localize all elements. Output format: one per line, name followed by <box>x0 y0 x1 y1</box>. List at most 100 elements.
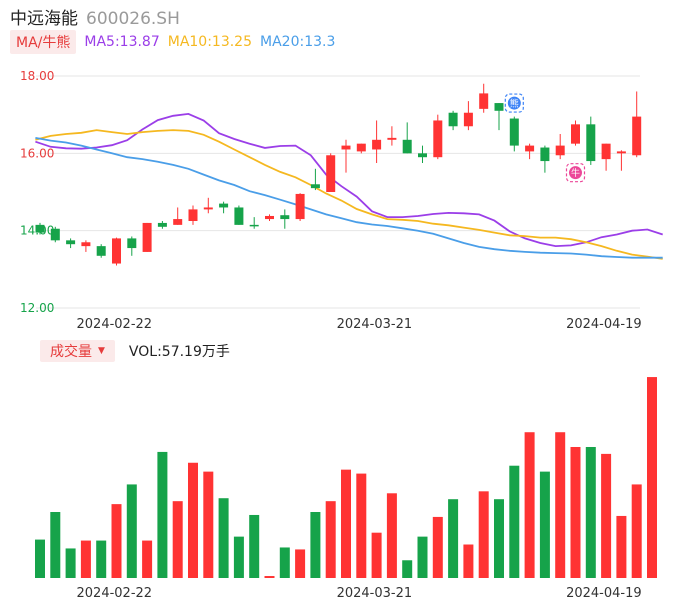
ma5-label: MA5:13.87 <box>84 34 160 50</box>
candle-body <box>157 222 167 227</box>
volume-bar <box>509 465 520 578</box>
volume-bar <box>142 540 153 578</box>
candle-body <box>310 184 320 189</box>
volume-bar <box>616 515 627 578</box>
volume-bar <box>647 377 657 578</box>
bull-marker-icon <box>569 166 582 180</box>
ma-indicator-tab[interactable]: MA/牛熊 <box>10 30 77 54</box>
ma20-line <box>35 137 663 259</box>
candle-body <box>295 193 305 220</box>
volume-bar <box>402 560 413 578</box>
ma5-line <box>35 112 663 248</box>
stock-code: 600026.SH <box>86 9 180 29</box>
candle-body <box>418 153 427 158</box>
volume-bar <box>157 451 168 578</box>
candle-body <box>50 228 60 241</box>
volume-bar <box>524 432 535 578</box>
candle-body <box>96 246 106 256</box>
candle-body <box>265 215 274 220</box>
bear-marker-icon <box>507 96 521 110</box>
volume-bar <box>96 540 107 578</box>
date-tick-label: 2024-04-19 <box>566 586 642 601</box>
stock-name: 中远海能 <box>10 9 78 29</box>
candle-body <box>601 143 611 160</box>
volume-bar <box>417 536 428 578</box>
volume-tab-label: 成交量 <box>50 344 92 360</box>
candle-body <box>81 242 91 247</box>
candle-body <box>402 139 412 154</box>
volume-bar <box>601 453 612 578</box>
volume-bar <box>585 446 596 578</box>
date-tick-label: 2024-02-22 <box>77 317 153 332</box>
caret-down-icon: ▼ <box>98 346 105 356</box>
candle-body <box>616 151 626 154</box>
candle-body <box>463 112 473 127</box>
volume-bar <box>65 548 76 578</box>
candle-body <box>586 124 596 162</box>
volume-bar <box>126 484 137 578</box>
candle-body <box>341 145 351 150</box>
candle-body <box>280 215 290 220</box>
volume-bar <box>341 469 351 578</box>
bull-marker-frame <box>565 163 586 183</box>
volume-bar <box>218 498 229 578</box>
volume-bar <box>494 499 504 578</box>
volume-bar <box>478 491 489 578</box>
volume-bar <box>264 576 275 578</box>
volume-bar <box>570 446 581 578</box>
candle-body <box>112 238 121 264</box>
candle-body <box>35 224 45 233</box>
price-tick-label: 12.00 <box>20 301 54 315</box>
volume-bar <box>172 501 183 578</box>
volume-bar <box>111 504 122 578</box>
candle-body <box>219 203 229 208</box>
date-tick-label: 2024-04-19 <box>566 317 642 332</box>
volume-bar <box>188 462 198 578</box>
stock-header: 中远海能 600026.SH <box>10 4 180 29</box>
volume-bar <box>35 539 45 578</box>
volume-bar <box>295 549 306 578</box>
candle-body <box>525 145 535 152</box>
candle-body <box>203 207 213 210</box>
date-tick-label: 2024-02-22 <box>77 586 153 601</box>
candle-body <box>571 124 580 144</box>
candle-body <box>127 238 137 249</box>
price-tick-label: 16.00 <box>20 146 54 160</box>
candle-body <box>479 93 489 109</box>
volume-indicator-tab[interactable]: 成交量 ▼ <box>40 340 115 362</box>
candle-body <box>494 103 504 111</box>
date-tick-label: 2024-03-21 <box>337 317 413 332</box>
volume-legend: 成交量 ▼ VOL:57.19万手 <box>40 340 230 362</box>
bear-marker-frame <box>504 93 524 113</box>
ma-legend: MA/牛熊 MA5:13.87 MA10:13.25 MA20:13.3 <box>10 30 335 54</box>
volume-bar <box>539 471 550 578</box>
candle-body <box>234 207 244 225</box>
candle-body <box>249 224 259 227</box>
candle-body <box>326 155 336 192</box>
volume-bar <box>463 544 474 578</box>
candle-body <box>540 147 550 162</box>
candle-body <box>555 145 565 156</box>
candle-body <box>142 222 152 252</box>
candle-body <box>509 118 519 146</box>
volume-bar <box>448 499 459 578</box>
price-tick-label: 18.00 <box>20 69 54 83</box>
candle-body <box>66 240 76 245</box>
volume-bar <box>203 471 214 578</box>
candle-body <box>372 139 382 150</box>
volume-bar <box>325 501 336 578</box>
ma10-label: MA10:13.25 <box>167 34 253 50</box>
candle-body <box>632 116 642 156</box>
candle-body <box>387 137 397 140</box>
candle-body <box>173 219 183 225</box>
candle-body <box>433 120 443 158</box>
volume-bar <box>279 547 290 578</box>
candle-body <box>356 143 366 152</box>
volume-bar <box>80 540 91 578</box>
volume-bar <box>555 432 566 578</box>
volume-bar <box>371 532 382 578</box>
volume-bar <box>310 512 321 578</box>
volume-bar <box>233 536 244 578</box>
ma20-label: MA20:13.3 <box>260 34 336 50</box>
